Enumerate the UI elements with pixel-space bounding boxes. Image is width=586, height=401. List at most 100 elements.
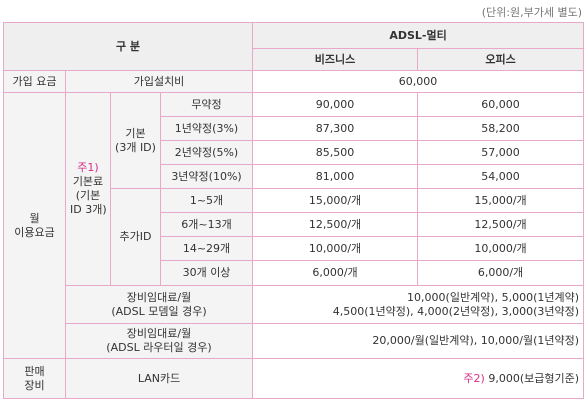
table-cell: 90,000 bbox=[252, 92, 419, 117]
cell-text: LAN카드 bbox=[137, 371, 181, 385]
cell-text: 2년약정(5%) bbox=[174, 145, 239, 159]
cell-text: 6개~13개 bbox=[181, 217, 232, 231]
cell-text: 월 bbox=[29, 211, 40, 225]
table-cell: 1년약정(3%) bbox=[159, 116, 254, 141]
cell-text: ADSL-멀티 bbox=[389, 28, 447, 42]
cell-text: 87,300 bbox=[315, 121, 355, 135]
table-cell: 장비임대료/월 (ADSL 라우터일 경우) bbox=[64, 323, 254, 359]
table-cell: 10,000/개 bbox=[252, 236, 419, 261]
cell-text: 12,500/개 bbox=[308, 217, 362, 231]
cell-text: 81,000 bbox=[315, 169, 355, 183]
table-cell: 가입설치비 bbox=[64, 70, 254, 93]
table-cell: 85,500 bbox=[252, 140, 419, 165]
cell-text: 3년약정(10%) bbox=[171, 169, 242, 183]
table-cell: 15,000/개 bbox=[252, 188, 419, 213]
cell-text: (기본 bbox=[75, 189, 101, 202]
table-cell: 월 이용요금 bbox=[3, 92, 66, 359]
cell-text: 기본료 bbox=[72, 175, 104, 188]
table-cell: 15,000/개 bbox=[417, 188, 585, 213]
cell-text: 장비 bbox=[24, 378, 45, 392]
cell-text: (3개 ID) bbox=[115, 140, 156, 154]
cell-text: 10,000(일반계약), 5,000(1년계약) bbox=[407, 290, 580, 304]
cell-text: 장비임대료/월 bbox=[126, 290, 192, 304]
table-cell: 6,000/개 bbox=[252, 260, 419, 286]
table-cell: 60,000 bbox=[252, 70, 585, 93]
cell-text: 57,000 bbox=[481, 145, 520, 159]
table-cell: 12,500/개 bbox=[252, 212, 419, 237]
cell-text: 15,000/개 bbox=[308, 193, 362, 207]
table-cell: 주2) 9,000(보급형기준) bbox=[252, 358, 585, 399]
cell-text: (ADSL 라우터일 경우) bbox=[106, 341, 212, 354]
cell-text: 주2) bbox=[463, 371, 485, 385]
cell-text: 90,000 bbox=[315, 97, 355, 111]
table-cell: 6,000/개 bbox=[417, 260, 585, 286]
cell-text: 14~29개 bbox=[182, 241, 231, 255]
table-cell: 판매 장비 bbox=[3, 358, 66, 399]
cell-text: 9,000(보급형기준) bbox=[488, 371, 580, 385]
cell-text: 1년약정(3%) bbox=[174, 121, 239, 135]
cell-text: 가입 요금 bbox=[12, 74, 57, 88]
table-row: 30개 이상 6,000/개 6,000/개 bbox=[4, 260, 585, 286]
table-row: 14~29개 10,000/개 10,000/개 bbox=[4, 236, 585, 261]
table-row: 구 분 ADSL-멀티 bbox=[2, 22, 585, 71]
cell-text: 10,000/개 bbox=[308, 241, 362, 255]
table-cell: 10,000(일반계약), 5,000(1년계약) 4,500(1년약정), 4,… bbox=[252, 285, 585, 324]
header-cell: 비즈니스 bbox=[252, 48, 419, 71]
cell-text: 85,500 bbox=[315, 145, 355, 159]
cell-text: 무약정 bbox=[191, 97, 222, 111]
unit-note: (단위:원,부가세 별도) bbox=[481, 6, 582, 19]
table-cell: 기본 (3개 ID) bbox=[110, 92, 161, 189]
table-row: 판매 장비 LAN카드 주2) 9,000(보급형기준) bbox=[3, 358, 585, 399]
table-cell: 54,000 bbox=[417, 164, 585, 189]
cell-text: 이용요금 bbox=[14, 225, 55, 239]
table-cell: 장비임대료/월 (ADSL 모뎀일 경우) bbox=[64, 285, 254, 324]
cell-text: 6,000/개 bbox=[312, 266, 358, 279]
header-cell: 오피스 bbox=[417, 48, 585, 71]
table-row: 2년약정(5%) 85,500 57,000 bbox=[4, 140, 585, 165]
table-row: 장비임대료/월 (ADSL 라우터일 경우) 20,000/월(일반계약), 10,… bbox=[4, 323, 585, 359]
cell-text: 4,500(1년약정), 4,000(2년약정), 3,000(3년약정) bbox=[332, 304, 580, 318]
table-cell: LAN카드 bbox=[64, 358, 254, 399]
cell-text: 추가ID bbox=[119, 230, 152, 243]
cell-text: 1~5개 bbox=[189, 193, 224, 207]
cell-text: 10,000/개 bbox=[474, 241, 527, 255]
table-cell: 14~29개 bbox=[159, 236, 254, 261]
cell-text: 30개 이상 bbox=[182, 266, 231, 279]
cell-text: 60,000 bbox=[481, 97, 520, 111]
table-row: 장비임대료/월 (ADSL 모뎀일 경우) 10,000(일반계약), 5,000(… bbox=[4, 285, 585, 324]
table-row: 6개~13개 12,500/개 12,500/개 bbox=[4, 212, 585, 237]
cell-text: ID 3개) bbox=[70, 203, 107, 216]
cell-text: 6,000/개 bbox=[477, 266, 524, 279]
table-cell: 6개~13개 bbox=[159, 212, 254, 237]
cell-text: 구 분 bbox=[115, 39, 141, 53]
table-cell: 1~5개 bbox=[159, 188, 254, 213]
cell-text: 가입설치비 bbox=[133, 74, 185, 88]
header-cell: ADSL-멀티 bbox=[252, 22, 585, 49]
table-row: 추가ID 1~5개 15,000/개 15,000/개 bbox=[4, 188, 585, 286]
cell-text: 12,500/개 bbox=[474, 217, 527, 231]
table-cell: 58,200 bbox=[417, 116, 585, 141]
cell-text: 판매 bbox=[24, 364, 45, 378]
cell-text: (ADSL 모뎀일 경우) bbox=[111, 304, 207, 318]
table-cell: 20,000/월(일반계약), 10,000/월(1년약정) bbox=[252, 323, 585, 359]
table-row: 월 이용요금 주1) 기본료 (기본 ID 3개) 기본 (3개 ID) 무약정 90,000 60… bbox=[3, 92, 585, 359]
cell-text: 58,200 bbox=[481, 121, 520, 135]
table-cell: 3년약정(10%) bbox=[159, 164, 254, 189]
cell-text: 오피스 bbox=[485, 52, 516, 66]
table-cell: 57,000 bbox=[417, 140, 585, 165]
table-row: 비즈니스 오피스 bbox=[4, 48, 585, 71]
cell-text: 장비임대료/월 bbox=[126, 327, 192, 340]
cell-text: 기본 bbox=[125, 126, 146, 140]
cell-text: 15,000/개 bbox=[474, 193, 527, 207]
cell-text: 20,000/월(일반계약), 10,000/월(1년약정) bbox=[372, 334, 580, 347]
table-cell: 가입 요금 bbox=[3, 70, 66, 93]
table-cell: 2년약정(5%) bbox=[159, 140, 254, 165]
cell-text: 54,000 bbox=[481, 169, 520, 183]
table-cell: 추가ID bbox=[110, 188, 161, 286]
cell-text: 주1) bbox=[77, 161, 99, 174]
table-row: 1년약정(3%) 87,300 58,200 bbox=[4, 116, 585, 141]
table-cell: 10,000/개 bbox=[417, 236, 585, 261]
cell-text: 60,000 bbox=[398, 74, 438, 88]
cell-text: 비즈니스 bbox=[314, 52, 356, 66]
